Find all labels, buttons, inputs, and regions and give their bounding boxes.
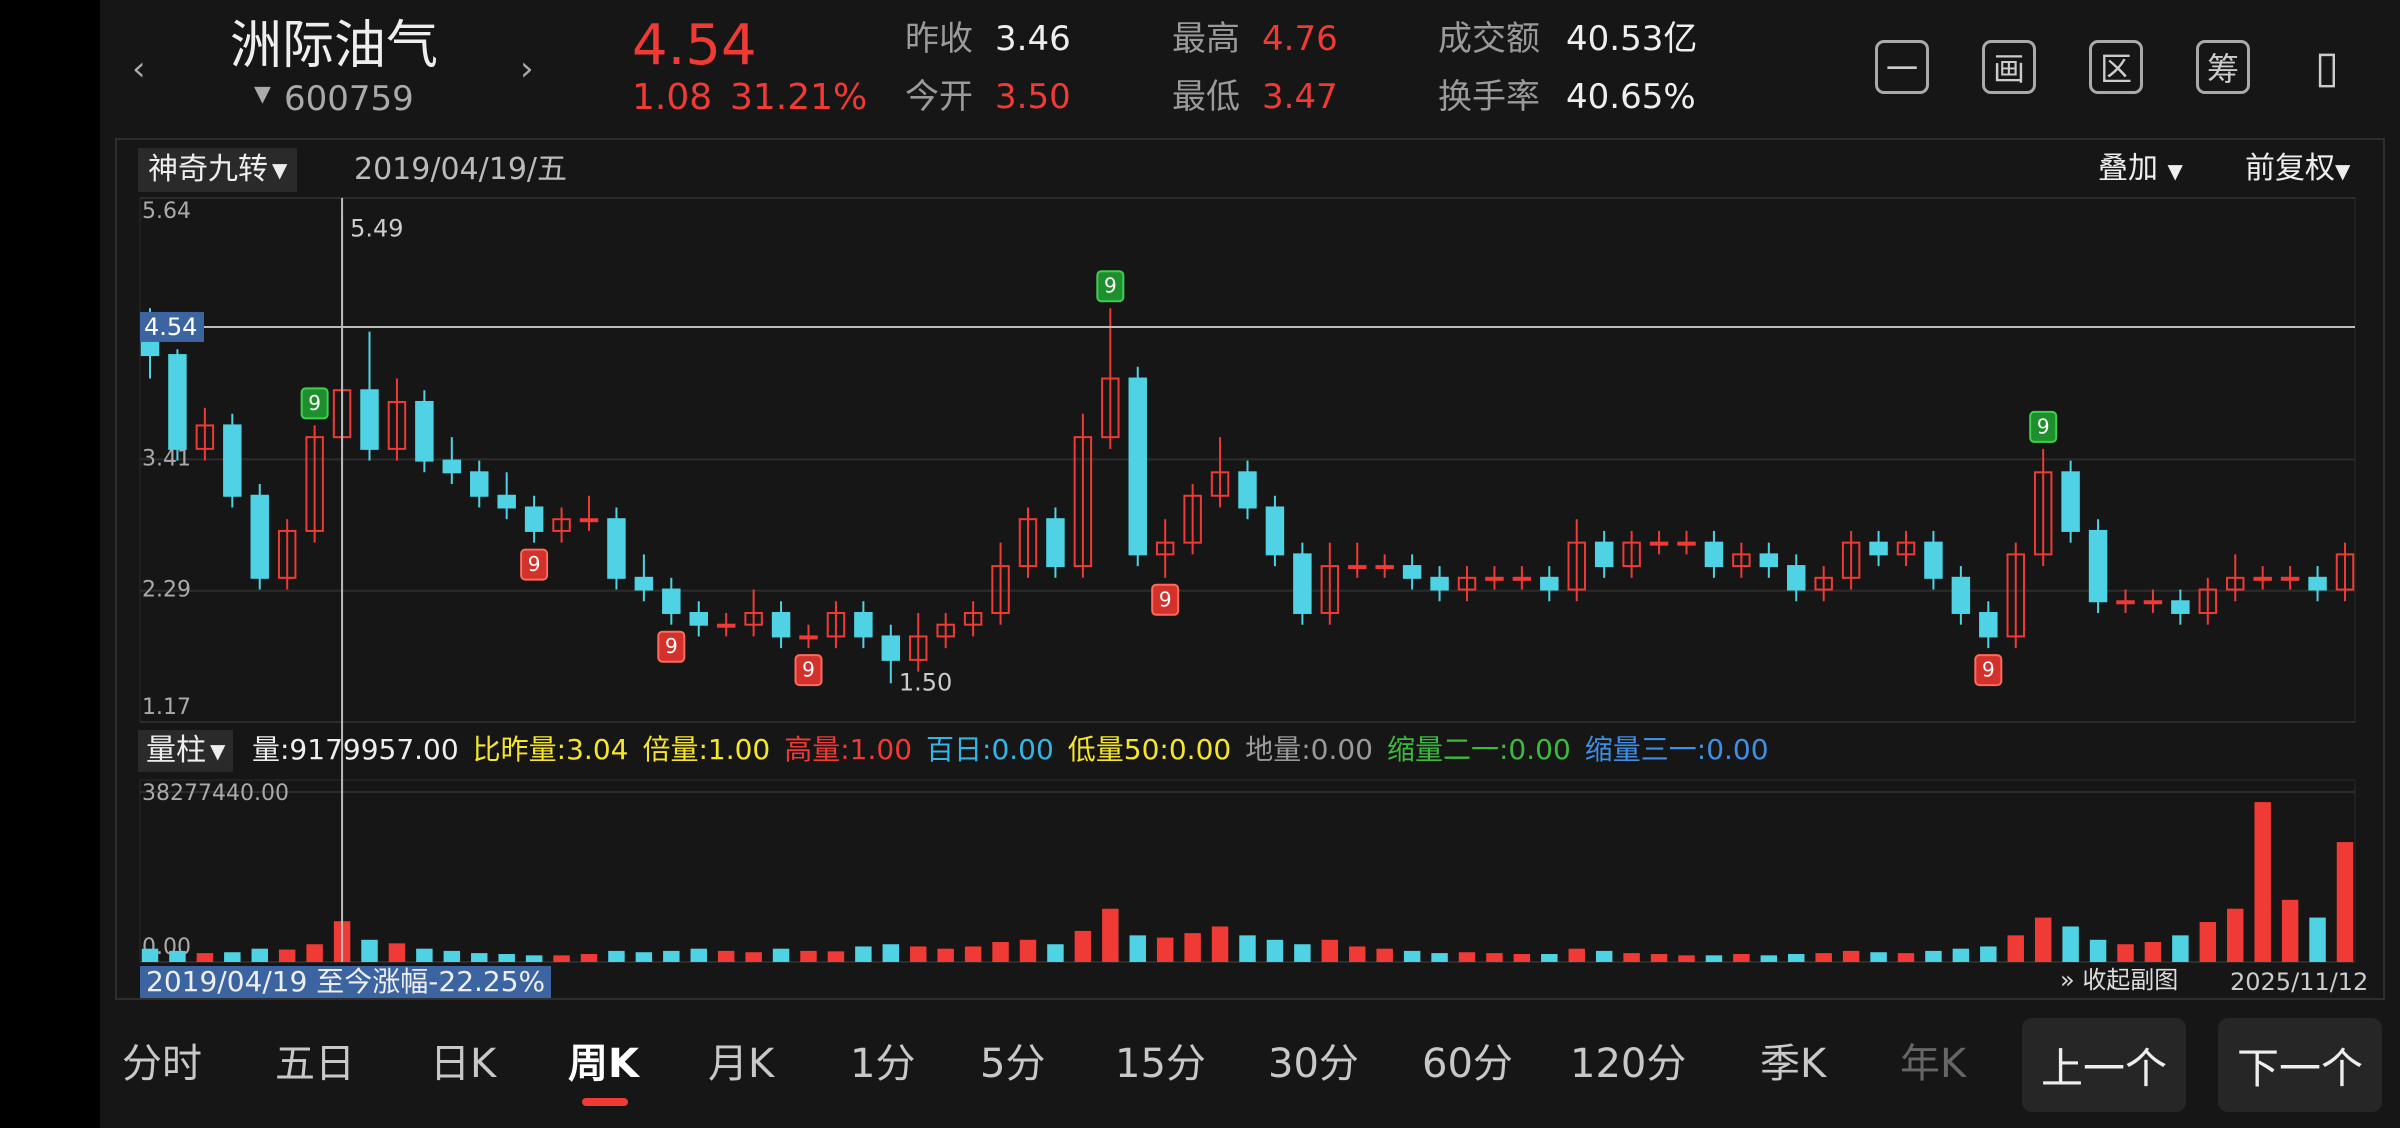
overlay-label: 叠加	[2098, 151, 2158, 186]
volume-select[interactable]: 量柱 ▼	[138, 730, 234, 772]
indicator-item: 量:9179957.00	[252, 733, 459, 766]
stat-label: 今开	[905, 77, 973, 117]
collapse-label: 收起副图	[2082, 966, 2179, 994]
period-tab[interactable]: 日K	[430, 1041, 497, 1087]
stat-value: 3.46	[995, 19, 1071, 59]
period-tab[interactable]: 120分	[1570, 1041, 1687, 1087]
active-underline	[582, 1098, 628, 1106]
adjust-label: 前复权	[2245, 151, 2335, 186]
stat-label: 成交额	[1438, 19, 1540, 59]
indicator-item: 比昨量:3.04	[472, 733, 629, 766]
indicator-item: 高量:1.00	[784, 733, 913, 766]
code-caret[interactable]: ▼	[254, 82, 271, 107]
tool-icon[interactable]: 筹	[2196, 40, 2250, 94]
stat-label: 昨收	[905, 19, 973, 59]
indicator-name: 神奇九转	[148, 152, 268, 187]
change: 1.08	[632, 77, 713, 118]
stat-label: 换手率	[1438, 77, 1540, 117]
cursor-date: 2019/04/19/五	[354, 152, 568, 187]
next-stock[interactable]: ›	[520, 49, 534, 89]
period-tab[interactable]: 五日	[275, 1041, 355, 1087]
tool-icon[interactable]: 一	[1875, 40, 1929, 94]
period-tab[interactable]: 5分	[980, 1041, 1046, 1087]
period-tab[interactable]: 15分	[1115, 1041, 1206, 1087]
end-date: 2025/11/12	[2230, 968, 2369, 996]
indicator-item: 地量:0.00	[1245, 733, 1373, 766]
collapse[interactable]: » 收起副图	[2060, 966, 2179, 994]
price: 4.54	[632, 13, 757, 78]
period-tab[interactable]: 分时	[122, 1041, 202, 1087]
stat-value: 40.53亿	[1566, 19, 1698, 59]
app: ‹ 洲际油气 ▼ 600759 › 4.54 1.08 31.21% ▯ 神奇九…	[100, 0, 2400, 1128]
phone-icon[interactable]: ▯	[2314, 41, 2340, 93]
chart-panel	[115, 138, 2385, 1000]
period-tab[interactable]: 季K	[1760, 1041, 1827, 1087]
stat-label: 最高	[1172, 19, 1240, 59]
period-tab[interactable]: 60分	[1422, 1041, 1513, 1087]
indicator-item: 低量50:0.00	[1067, 733, 1232, 766]
stat-label: 最低	[1172, 77, 1240, 117]
stat-value: 3.47	[1262, 77, 1338, 117]
indicator-item: 倍量:1.00	[642, 733, 771, 766]
overlay[interactable]: 叠加 ▼	[2098, 151, 2183, 186]
tool-icon[interactable]: 画	[1982, 40, 2036, 94]
range-change: 2019/04/19 至今涨幅-22.25%	[140, 966, 552, 998]
stock-code: 600759	[284, 79, 414, 119]
prev-stock[interactable]: ‹	[132, 49, 146, 89]
period-tab[interactable]: 月K	[708, 1041, 775, 1087]
stat-value: 40.65%	[1566, 77, 1696, 117]
period-tab[interactable]: 周K	[568, 1041, 639, 1087]
stat-value: 4.76	[1262, 19, 1338, 59]
volume-indicator: 量柱	[146, 733, 206, 768]
period-tab[interactable]: 年K	[1900, 1041, 1967, 1087]
stat-value: 3.50	[995, 77, 1071, 117]
indicator-item: 百日:0.00	[926, 733, 1054, 766]
indicator-item: 缩量三一:0.00	[1584, 733, 1769, 766]
period-tab[interactable]: 1分	[850, 1041, 916, 1087]
indicator-values: 量:9179957.00 比昨量:3.04 倍量:1.00 高量:1.00 百日:0.0…	[252, 736, 1769, 764]
adjust[interactable]: 前复权▼	[2245, 151, 2351, 186]
indicator-select[interactable]: 神奇九转 ▼	[138, 148, 298, 192]
period-tab[interactable]: 30分	[1268, 1041, 1359, 1087]
tool-icon[interactable]: 区	[2089, 40, 2143, 94]
prev-button[interactable]: 上一个	[2022, 1018, 2186, 1112]
next-button[interactable]: 下一个	[2218, 1018, 2382, 1112]
stock-name: 洲际油气	[230, 16, 439, 76]
indicator-item: 缩量二一:0.00	[1387, 733, 1571, 766]
change-pct: 31.21%	[730, 77, 868, 118]
